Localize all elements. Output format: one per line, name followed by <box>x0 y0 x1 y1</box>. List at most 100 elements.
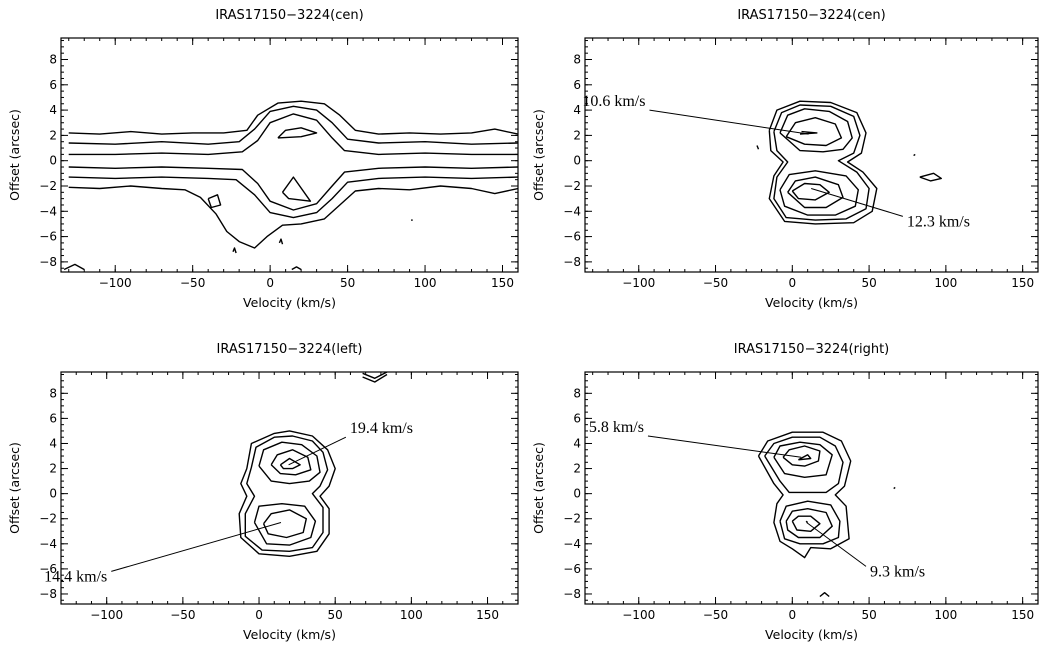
y-tick-label: −4 <box>563 204 581 218</box>
x-tick-label: −100 <box>622 276 655 290</box>
y-tick-label: 0 <box>49 487 57 501</box>
velocity-annotation: 19.4 km/s <box>350 420 413 437</box>
y-tick-label: 2 <box>573 128 581 142</box>
y-tick-label: 4 <box>573 103 581 117</box>
contour-line <box>913 153 916 157</box>
contour-line <box>291 266 302 271</box>
velocity-annotation: 14.4 km/s <box>44 568 107 585</box>
x-tick-label: 0 <box>788 608 796 622</box>
contour-line <box>68 100 518 135</box>
x-tick-label: 150 <box>1011 608 1034 622</box>
chart-title: IRAS17150−3224(cen) <box>215 8 363 23</box>
y-tick-label: −8 <box>563 255 581 269</box>
contour-line <box>362 372 388 379</box>
contour-line <box>281 176 312 202</box>
y-tick-label: −8 <box>39 587 57 601</box>
x-tick-label: −100 <box>99 276 132 290</box>
contour-line <box>278 238 284 245</box>
x-tick-label: 150 <box>1011 276 1034 290</box>
contour-line <box>893 486 896 490</box>
y-tick-label: 6 <box>49 78 57 92</box>
y-tick-label: −6 <box>39 562 57 576</box>
contour-panel-2: −100 −50 0 50 100 150 8 6 4 2 0 −2 −4 −6 −8 IRAS17150−3… <box>531 8 1039 310</box>
x-axis-label: Velocity (km/s) <box>243 627 336 642</box>
contour-line <box>63 263 85 271</box>
x-tick-label: 50 <box>328 608 343 622</box>
contour-line <box>919 172 942 182</box>
y-tick-label: 6 <box>573 78 581 92</box>
x-tick-label: 100 <box>934 608 957 622</box>
annotation-leader-line <box>288 436 347 466</box>
x-tick-label: 0 <box>266 276 274 290</box>
plot-frame <box>60 37 519 273</box>
y-tick-label: −6 <box>39 230 57 244</box>
x-tick-label: −100 <box>622 608 655 622</box>
y-tick-label: −2 <box>39 179 57 193</box>
plot-frame <box>584 371 1039 605</box>
contour-line <box>791 515 821 532</box>
plot-frame <box>60 371 519 605</box>
y-tick-label: −8 <box>39 255 57 269</box>
y-tick-label: 8 <box>573 386 581 400</box>
contour-line <box>258 441 321 485</box>
velocity-annotation: 12.3 km/s <box>907 213 970 230</box>
contour-line <box>791 182 830 201</box>
contour-line <box>764 436 844 494</box>
contour-line <box>262 509 307 539</box>
contour-line <box>68 185 518 249</box>
y-tick-label: −2 <box>563 179 581 193</box>
x-tick-label: 150 <box>491 276 514 290</box>
contour-group <box>63 100 518 271</box>
contour-line <box>270 449 312 476</box>
y-axis-label: Offset (arcsec) <box>7 109 22 201</box>
velocity-annotation: 10.6 km/s <box>582 93 645 110</box>
contour-line <box>785 508 833 539</box>
contour-group <box>757 431 896 598</box>
y-tick-label: −4 <box>563 537 581 551</box>
annotation-leader-line <box>649 109 809 135</box>
x-tick-label: 50 <box>340 276 355 290</box>
y-axis-label: Offset (arcsec) <box>531 442 546 534</box>
annotation-leader-line <box>111 522 282 572</box>
x-axis-label: Velocity (km/s) <box>243 295 336 310</box>
x-tick-label: −50 <box>180 276 205 290</box>
contour-line <box>779 500 841 545</box>
y-tick-label: 2 <box>49 128 57 142</box>
y-tick-label: −4 <box>39 537 57 551</box>
annotation-leader-line <box>647 435 802 458</box>
annotation-leader-line <box>806 522 867 567</box>
annotation-leader-line <box>811 188 904 217</box>
x-tick-label: −50 <box>170 608 195 622</box>
contour-line <box>779 170 859 216</box>
x-tick-label: 100 <box>934 276 957 290</box>
x-tick-label: 100 <box>400 608 423 622</box>
contour-line <box>238 430 336 557</box>
contour-line <box>785 116 843 147</box>
y-tick-label: 8 <box>573 53 581 67</box>
contour-line <box>773 104 870 221</box>
contour-line <box>362 373 388 383</box>
contour-line <box>768 100 878 225</box>
chart-title: IRAS17150−3224(left) <box>216 342 362 357</box>
y-tick-label: 4 <box>49 103 57 117</box>
y-tick-label: −4 <box>39 204 57 218</box>
x-tick-label: 0 <box>255 608 263 622</box>
velocity-annotation: 9.3 km/s <box>870 563 925 580</box>
y-axis-label: Offset (arcsec) <box>531 109 546 201</box>
y-tick-label: −6 <box>563 230 581 244</box>
y-tick-label: −6 <box>563 562 581 576</box>
x-tick-label: 0 <box>788 276 796 290</box>
y-tick-label: 0 <box>573 154 581 168</box>
y-tick-label: 2 <box>49 462 57 476</box>
x-axis-label: Velocity (km/s) <box>765 627 858 642</box>
x-tick-label: −100 <box>90 608 123 622</box>
contour-line <box>277 127 318 139</box>
y-tick-label: −2 <box>39 512 57 526</box>
y-axis-label: Offset (arcsec) <box>7 442 22 534</box>
contour-line <box>756 145 760 150</box>
chart-title: IRAS17150−3224(right) <box>734 342 890 357</box>
velocity-annotation: 5.8 km/s <box>589 419 644 436</box>
contour-line <box>773 441 833 478</box>
x-tick-label: 150 <box>476 608 499 622</box>
